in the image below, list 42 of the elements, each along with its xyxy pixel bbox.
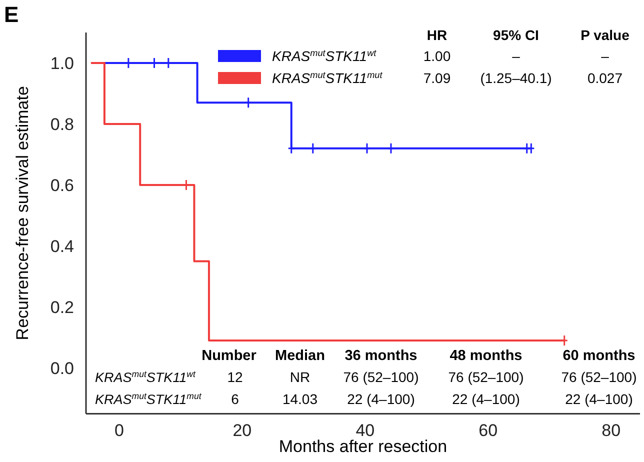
annotation: HR [426, 27, 448, 43]
annotation: 76 (52–100) [561, 369, 637, 385]
annotation: 76 (52–100) [448, 369, 524, 385]
y-tick-label: 1.0 [50, 54, 74, 73]
annotation: Number [202, 348, 257, 364]
x-axis-title: Months after resection [278, 437, 448, 456]
annotation: 7.09 [423, 70, 451, 86]
annotation: 76 (52–100) [343, 369, 419, 385]
x-tick-label: 40 [356, 420, 375, 440]
annotation: – [512, 48, 520, 64]
annotation: P value [580, 27, 630, 43]
annotation: 22 (4–100) [452, 391, 520, 407]
x-tick-label: 60 [478, 420, 498, 440]
legend-label: KRAS$^{mut}$STK11$^{wt}$ [272, 48, 377, 64]
annotation: Median [275, 348, 325, 364]
x-tick-label: 0 [114, 420, 124, 440]
legend-label: KRAS$^{mut}$STK11$^{mut}$ [272, 70, 383, 86]
y-axis-title: Recurrence-free survival estimate [13, 86, 32, 340]
annotation: – [601, 48, 610, 64]
annotation: 95% CI [493, 27, 539, 43]
y-tick-label: 0.0 [50, 359, 74, 378]
chart-title: E [4, 2, 19, 27]
text: KRAS$^{mut}$STK11$^{wt}$ [95, 369, 196, 385]
annotation: 22 (4–100) [565, 391, 633, 407]
annotation: 0.027 [587, 70, 623, 86]
annotation: 22 (4–100) [347, 391, 415, 407]
y-tick-label: 0.4 [50, 237, 74, 256]
annotation: 6 [231, 391, 240, 407]
y-tick-label: 0.6 [50, 176, 74, 195]
annotation: (1.25–40.1) [480, 70, 552, 86]
x-tick-label: 20 [232, 420, 252, 440]
annotation: 1.00 [423, 48, 451, 64]
annotation: 36 months [344, 348, 418, 364]
y-tick-label: 0.2 [50, 298, 74, 317]
text: KRAS$^{mut}$STK11$^{mut}$ [95, 391, 202, 407]
annotation: NR [290, 369, 310, 385]
annotation: 48 months [450, 348, 522, 364]
y-tick-label: 0.8 [50, 115, 74, 134]
annotation: 12 [227, 369, 243, 385]
x-tick-label: 80 [602, 420, 621, 440]
annotation: 14.03 [282, 391, 318, 407]
annotation: 60 months [562, 348, 636, 364]
